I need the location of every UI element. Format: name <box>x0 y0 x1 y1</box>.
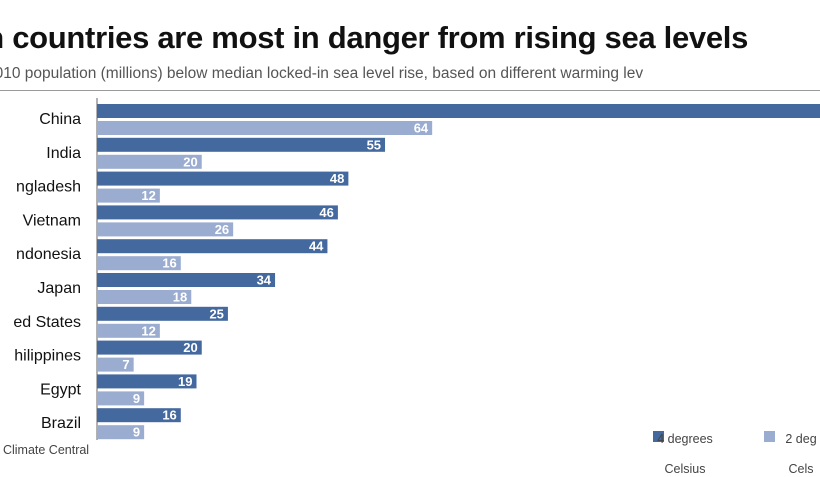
category-label-egypt: Egypt <box>40 381 81 398</box>
legend-label-4-degrees-line2: Celsius <box>664 462 706 476</box>
bar-2deg-ndonesia <box>97 256 181 271</box>
data-label-4deg-egypt: 19 <box>178 374 192 389</box>
bar-2deg-hilippines <box>97 357 134 372</box>
chart-title: ich countries are most in danger from ri… <box>0 20 749 55</box>
data-label-2deg-egypt: 9 <box>133 391 140 406</box>
data-label-2deg-ndonesia: 16 <box>162 256 176 271</box>
bar-4deg-hilippines <box>97 340 202 355</box>
data-label-4deg-ed-states: 25 <box>209 306 223 321</box>
bar-chart: China 64 India 55 20 ngladesh 48 12 Vietnam 46 26 n… <box>13 98 820 440</box>
data-label-4deg-japan: 34 <box>257 273 272 288</box>
bar-2deg-ed-states <box>97 323 160 338</box>
bar-4deg-ndonesia <box>97 239 328 254</box>
category-label-ndonesia: ndonesia <box>16 246 81 263</box>
bar-2deg-india <box>97 154 202 169</box>
bar-4deg-brazil <box>97 408 181 423</box>
category-label-brazil: Brazil <box>41 415 81 432</box>
legend-label-4-degrees-line1: 4 degrees <box>657 432 713 446</box>
bar-2deg-egypt <box>97 391 145 406</box>
data-label-4deg-ngladesh: 48 <box>330 171 344 186</box>
category-label-vietnam: Vietnam <box>23 212 81 229</box>
category-label-india: India <box>46 145 81 162</box>
bar-4deg-egypt <box>97 374 197 389</box>
data-label-2deg-brazil: 9 <box>133 425 140 440</box>
bar-2deg-japan <box>97 290 192 304</box>
data-label-2deg-ngladesh: 12 <box>141 188 155 203</box>
bar-4deg-ngladesh <box>97 171 349 186</box>
bar-2deg-china <box>97 121 433 135</box>
bar-2deg-vietnam <box>97 222 234 237</box>
legend-label-2-degrees-line1: 2 deg <box>785 432 817 446</box>
category-label-china: China <box>39 111 81 128</box>
chart-subtitle: 2010 population (millions) below median … <box>0 65 644 82</box>
category-label-japan: Japan <box>37 280 81 297</box>
data-label-2deg-vietnam: 26 <box>215 222 229 237</box>
legend-label-2-degrees: 2 deg Cels <box>756 417 820 477</box>
source-note: : Climate Central <box>0 443 90 457</box>
bar-4deg-japan <box>97 273 276 287</box>
bar-2deg-ngladesh <box>97 188 160 203</box>
legend-label-2-degrees-line2: Cels <box>788 462 814 476</box>
category-label-ngladesh: ngladesh <box>16 179 81 196</box>
data-label-2deg-hilippines: 7 <box>122 357 129 372</box>
category-label-ed-states: ed States <box>13 314 81 331</box>
data-label-4deg-ndonesia: 44 <box>309 239 324 254</box>
data-label-4deg-vietnam: 46 <box>319 205 333 220</box>
title-divider <box>0 90 820 91</box>
bar-4deg-ed-states <box>97 306 228 321</box>
bar-4deg-china <box>97 104 820 118</box>
legend-label-4-degrees: 4 degrees Celsius <box>640 417 730 477</box>
data-label-2deg-japan: 18 <box>173 290 187 305</box>
data-label-4deg-brazil: 16 <box>162 408 176 423</box>
data-label-2deg-ed-states: 12 <box>141 323 155 338</box>
data-label-2deg-india: 20 <box>183 154 197 169</box>
bar-4deg-india <box>97 137 386 152</box>
legend-swatch-4-degrees <box>653 431 664 442</box>
data-label-4deg-hilippines: 20 <box>183 340 197 355</box>
category-label-hilippines: hilippines <box>14 348 81 365</box>
legend-swatch-2-degrees <box>764 431 775 442</box>
data-label-4deg-india: 55 <box>367 137 381 152</box>
bar-4deg-vietnam <box>97 205 338 220</box>
bar-2deg-brazil <box>97 425 145 440</box>
data-label-2deg-china: 64 <box>414 121 429 136</box>
